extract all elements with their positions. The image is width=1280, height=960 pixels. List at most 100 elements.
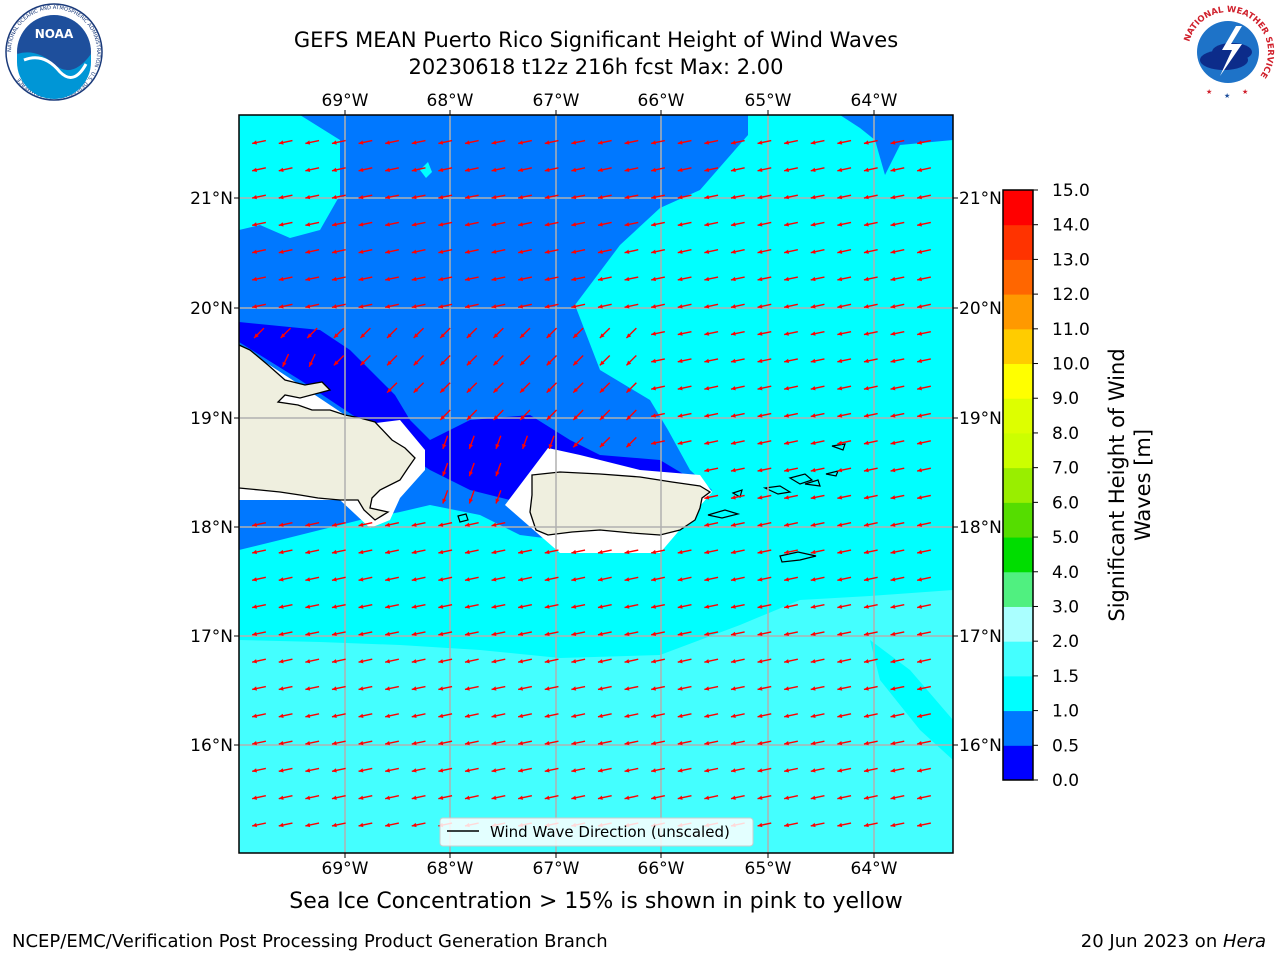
colorbar-tick-label: 2.0	[1052, 632, 1079, 652]
wind-wave-arrowhead	[385, 222, 391, 227]
wind-wave-arrowhead	[863, 358, 869, 364]
wind-wave-arrowhead	[730, 167, 736, 172]
wind-wave-arrowhead	[438, 304, 444, 309]
wind-wave-arrowhead	[784, 577, 790, 582]
colorbar-tick-label: 1.0	[1052, 702, 1079, 722]
wind-wave-arrowhead	[544, 167, 550, 172]
colorbar-tick-label: 14.0	[1052, 216, 1090, 236]
wind-wave-arrowhead	[784, 549, 790, 555]
wind-wave-arrowhead	[704, 167, 710, 172]
wind-wave-arrowhead	[757, 249, 763, 254]
wind-wave-arrowhead	[677, 276, 683, 282]
wind-wave-arrowhead	[573, 387, 578, 393]
lat-label-left: 17°N	[190, 627, 233, 647]
wind-wave-arrowhead	[411, 276, 417, 282]
wind-wave-arrowhead	[360, 333, 366, 339]
wind-wave-arrowhead	[571, 304, 577, 309]
wind-wave-arrowhead	[491, 194, 497, 200]
wind-wave-arrowhead	[810, 740, 816, 746]
wave-band-0.5-1.0-ne	[840, 115, 953, 175]
wind-wave-arrowhead	[757, 631, 763, 637]
wind-wave-arrowhead	[278, 549, 284, 555]
wind-wave-arrowhead	[730, 549, 736, 555]
wind-wave-arrowhead	[305, 631, 311, 637]
wave-band-1.0-1.5-spot	[420, 162, 432, 178]
wind-wave-arrowhead	[278, 713, 284, 718]
wind-wave-arrowhead	[464, 631, 470, 637]
wind-wave-arrowhead	[863, 549, 869, 555]
wind-wave-arrowhead	[411, 549, 417, 555]
wind-wave-arrowhead	[810, 604, 816, 609]
wind-wave-arrowhead	[544, 713, 550, 718]
wind-wave-arrowhead	[305, 304, 311, 309]
wind-wave-arrowhead	[704, 604, 710, 609]
colorbar-segment	[1003, 571, 1033, 607]
colorbar-segment	[1003, 224, 1033, 260]
wind-wave-arrowhead	[411, 686, 417, 691]
wind-wave-arrowhead	[599, 442, 605, 448]
wind-wave-arrowhead	[863, 222, 869, 227]
wind-wave-arrowhead	[730, 413, 736, 418]
wind-wave-arrowhead	[491, 604, 497, 609]
wind-wave-arrowhead	[890, 795, 896, 800]
wind-wave-arrowhead	[438, 768, 444, 773]
wind-wave-arrowhead	[890, 331, 896, 336]
lon-label-bottom: 64°W	[851, 859, 898, 879]
wind-wave-arrowhead	[468, 443, 473, 449]
wind-wave-arrowhead	[890, 222, 896, 227]
svg-text:★: ★	[1242, 88, 1248, 96]
wind-wave-arrowhead	[677, 740, 683, 746]
wind-wave-arrowhead	[413, 333, 419, 339]
wind-wave-arrowhead	[548, 443, 553, 449]
wind-wave-arrowhead	[495, 443, 500, 449]
wind-wave-arrowhead	[466, 360, 472, 366]
wind-wave-arrowhead	[730, 249, 736, 254]
wind-wave-arrowhead	[599, 415, 605, 420]
wind-wave-arrowhead	[385, 249, 391, 254]
lat-label-right: 17°N	[959, 627, 1002, 647]
wind-wave-arrowhead	[252, 604, 258, 609]
wind-wave-arrowhead	[757, 386, 763, 391]
wind-wave-arrowhead	[358, 249, 364, 254]
wind-wave-arrowhead	[252, 140, 258, 145]
wind-wave-arrowhead	[464, 194, 470, 200]
wind-wave-arrowhead	[651, 549, 657, 555]
wind-wave-arrowhead	[491, 713, 497, 718]
wind-wave-arrowhead	[282, 361, 287, 367]
wind-wave-arrowhead	[305, 577, 311, 582]
wind-wave-arrowhead	[917, 822, 923, 828]
wind-wave-arrowhead	[917, 440, 923, 445]
wind-wave-arrowhead	[730, 577, 736, 582]
wind-wave-arrowhead	[626, 333, 632, 339]
wind-wave-arrowhead	[651, 440, 657, 445]
wind-wave-arrowhead	[358, 276, 364, 282]
wind-wave-arrowhead	[730, 686, 736, 691]
wind-wave-arrowhead	[464, 604, 470, 609]
wind-wave-arrowhead	[704, 522, 710, 527]
wind-wave-arrowhead	[358, 659, 364, 664]
wind-wave-arrowhead	[385, 686, 391, 691]
wind-wave-arrowhead	[464, 222, 470, 227]
wind-wave-arrowhead	[305, 604, 311, 609]
wind-wave-arrowhead	[573, 415, 578, 420]
colorbar-segment	[1003, 294, 1033, 330]
wind-wave-arrowhead	[917, 549, 923, 555]
wind-wave-arrowhead	[837, 140, 843, 145]
wind-wave-arrowhead	[704, 194, 710, 200]
wind-wave-arrowhead	[837, 167, 843, 172]
wind-wave-arrowhead	[411, 522, 417, 527]
wind-wave-arrowhead	[863, 276, 869, 282]
host-name: Hera	[1222, 931, 1266, 952]
wind-wave-arrowhead	[890, 386, 896, 391]
colorbar-segment	[1003, 710, 1033, 746]
wind-wave-arrowhead	[544, 222, 550, 227]
wind-wave-arrowhead	[837, 194, 843, 200]
wind-wave-arrowhead	[784, 604, 790, 609]
wind-wave-arrowhead	[438, 686, 444, 691]
colorbar-segment	[1003, 398, 1033, 434]
wind-wave-arrowhead	[358, 522, 364, 527]
wind-wave-arrowhead	[440, 387, 445, 393]
wind-wave-arrowhead	[704, 331, 710, 336]
wind-wave-arrowhead	[466, 387, 472, 393]
